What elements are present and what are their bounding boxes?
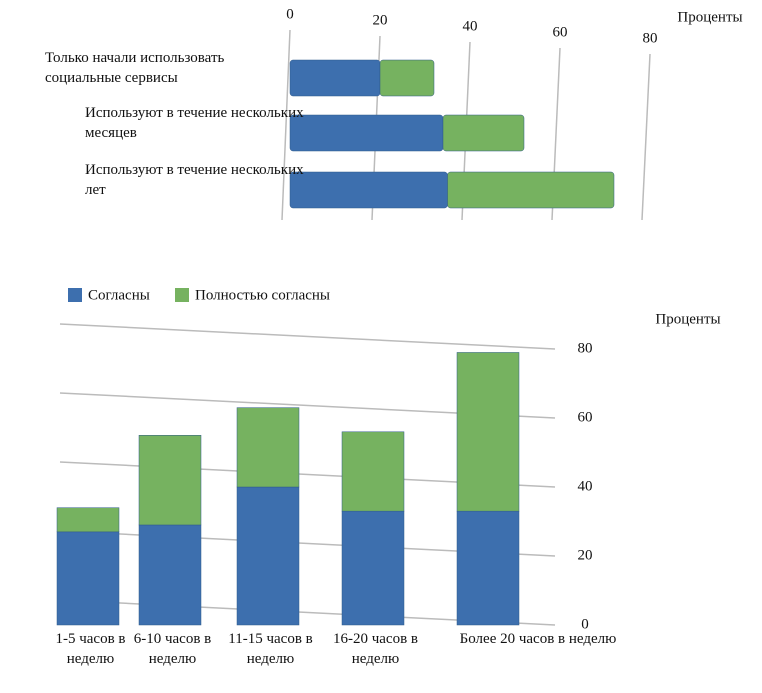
y-tick-label: 80 [578, 340, 593, 356]
legend-swatch [175, 288, 189, 302]
bar-segment [456, 510, 520, 626]
y-tick-label: 40 [578, 478, 593, 494]
axis-label: Проценты [677, 9, 742, 25]
category-label: Используют в течение нескольких месяцев [85, 105, 304, 141]
y-tick-label: 0 [581, 616, 589, 632]
bar-segment [456, 352, 520, 512]
grid-line [281, 29, 291, 221]
bar-segment [56, 531, 120, 626]
bar-segment [138, 524, 202, 626]
category-label: Только начали использовать социальные се… [45, 50, 225, 86]
bar-segment [447, 171, 615, 209]
legend-swatch [68, 288, 82, 302]
axis-label: Проценты [655, 311, 720, 327]
bar-segment [341, 431, 405, 512]
bar-segment [289, 171, 448, 209]
category-label: Более 20 часов в неделю [459, 631, 617, 647]
x-tick-label: 20 [373, 12, 388, 28]
bar-segment [289, 59, 381, 97]
category-label: 6-10 часов в неделю [133, 631, 212, 667]
x-tick-label: 80 [643, 30, 658, 46]
grid-line [641, 53, 651, 221]
y-tick-label: 20 [578, 547, 593, 563]
category-label: Используют в течение нескольких лет [85, 162, 304, 198]
bar-segment [236, 407, 300, 488]
legend-label: Полностью согласны [195, 287, 330, 303]
legend-label: Согласны [88, 287, 150, 303]
bar-segment [442, 114, 525, 152]
x-tick-label: 40 [463, 18, 478, 34]
grid-line [59, 323, 556, 350]
category-label: 11-15 часов в неделю [228, 631, 313, 667]
bar-segment [236, 486, 300, 626]
bar-segment [341, 510, 405, 626]
category-label: 16-20 часов в неделю [332, 631, 419, 667]
category-label: 1-5 часов в неделю [55, 631, 126, 667]
y-tick-label: 60 [578, 409, 593, 425]
x-tick-label: 0 [286, 6, 294, 22]
x-tick-label: 60 [553, 24, 568, 40]
bar-segment [56, 507, 120, 533]
bar-segment [379, 59, 435, 97]
bar-segment [289, 114, 444, 152]
bar-segment [138, 435, 202, 526]
